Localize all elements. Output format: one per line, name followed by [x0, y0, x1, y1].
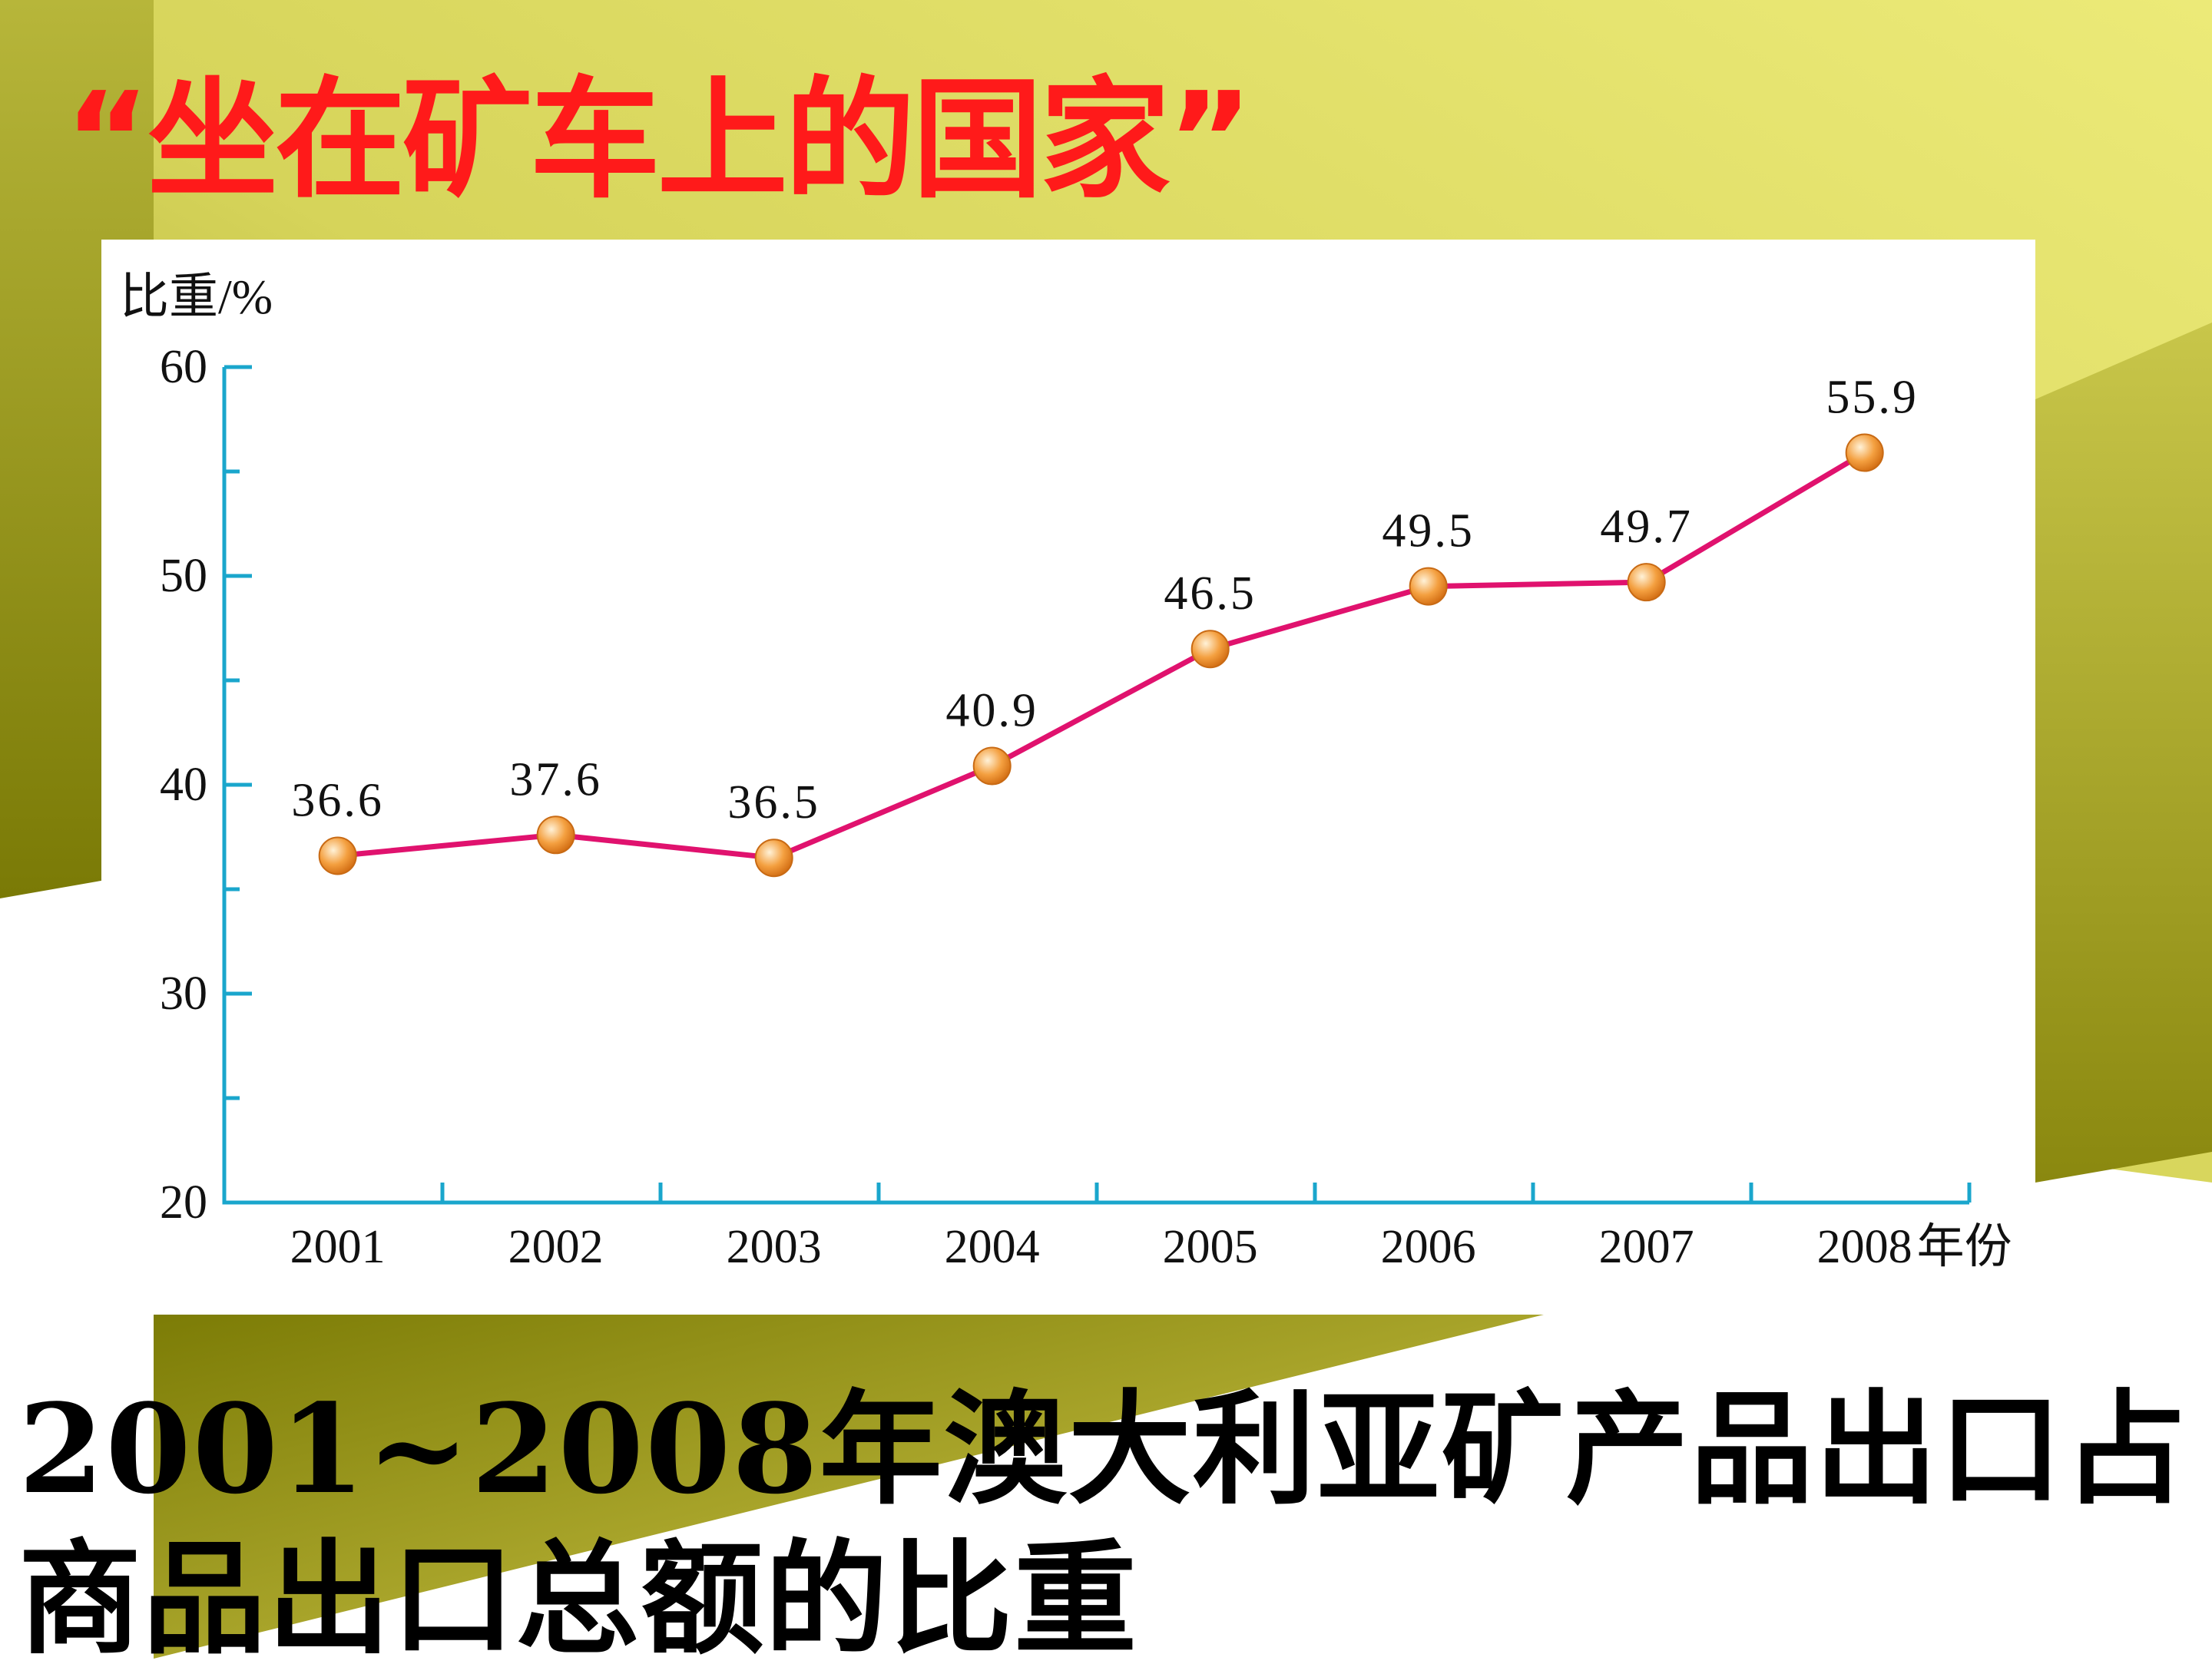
y-tick-label: 30: [160, 968, 207, 1020]
y-tick-label: 50: [160, 550, 207, 602]
chart-caption: 2001~2008年澳大利亚矿产品出口占商品出口总额的比重: [18, 1377, 2188, 1672]
x-tick-label: 2002: [508, 1221, 604, 1273]
y-tick-label: 20: [160, 1176, 207, 1229]
x-tick-label: 2007: [1599, 1221, 1694, 1273]
y-axis-label: 比重/%: [120, 270, 273, 324]
data-point: [972, 746, 1012, 786]
x-tick-label: 2008: [1817, 1221, 1912, 1273]
line-chart: 比重/% 20 30 40 50 60 2001 2002 2003 2004 2005 2006…: [120, 270, 2012, 1273]
x-tick-labels: 2001 2002 2003 2004 2005 2006 2007 2008 年份: [290, 1221, 2012, 1273]
data-label: 49.5: [1382, 505, 1475, 557]
series-group: [318, 433, 1884, 878]
x-tick-label: 2003: [727, 1221, 822, 1273]
page-title: “坐在矿车上的国家”: [65, 65, 1253, 217]
data-label: 36.6: [291, 774, 384, 826]
x-tick-label: 2005: [1163, 1221, 1258, 1273]
y-tick-labels: 20 30 40 50 60: [160, 341, 207, 1229]
x-tick-label: 2004: [945, 1221, 1040, 1273]
data-label: 37.6: [509, 753, 602, 806]
data-point: [1845, 433, 1884, 472]
data-label: 40.9: [945, 685, 1038, 737]
data-label: 49.7: [1600, 501, 1693, 553]
series-line: [337, 450, 1866, 861]
data-label: 55.9: [1826, 372, 1919, 424]
x-tick-label: 2006: [1381, 1221, 1476, 1273]
chart-axes: [222, 365, 1972, 1205]
x-axis-label: 年份: [1917, 1221, 2012, 1273]
axis-lines: [222, 367, 1969, 1205]
data-labels: 36.6 37.6 36.5 40.9 46.5 49.5 49.7 55.9: [291, 372, 1919, 829]
chart-panel: 比重/% 20 30 40 50 60 2001 2002 2003 2004 2005 2006…: [101, 240, 2035, 1315]
data-point: [318, 836, 357, 875]
data-label: 46.5: [1164, 567, 1257, 620]
data-point: [754, 839, 793, 878]
x-tick-label: 2001: [290, 1221, 386, 1273]
data-point: [1190, 630, 1230, 669]
data-label: 36.5: [727, 776, 820, 829]
data-point: [1627, 563, 1666, 602]
y-tick-label: 40: [160, 759, 207, 811]
data-point: [1409, 567, 1448, 606]
y-tick-label: 60: [160, 341, 207, 393]
data-point: [536, 815, 575, 855]
